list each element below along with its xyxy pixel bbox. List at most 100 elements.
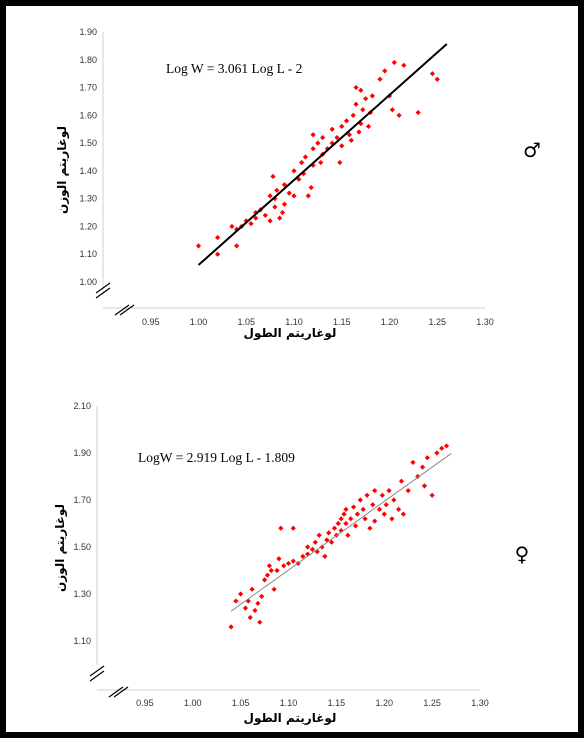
x-tick-label: 1.05 xyxy=(237,317,255,327)
data-point xyxy=(377,76,383,82)
y-axis-title: لوغاريتم الوزن xyxy=(53,504,68,592)
data-point xyxy=(346,132,352,138)
data-point xyxy=(363,96,369,102)
data-point xyxy=(369,93,375,99)
data-point xyxy=(259,593,265,599)
data-point xyxy=(396,506,402,512)
x-tick-label: 1.20 xyxy=(381,317,399,327)
data-point xyxy=(372,518,378,524)
x-tick-label: 1.00 xyxy=(190,317,208,327)
data-point xyxy=(365,123,372,130)
data-point xyxy=(312,539,318,545)
data-point xyxy=(195,243,202,249)
data-point xyxy=(434,76,440,82)
data-point xyxy=(324,146,331,152)
y-tick-label: 1.10 xyxy=(79,249,97,259)
data-point xyxy=(391,497,397,503)
data-point xyxy=(290,525,296,531)
data-points xyxy=(228,443,450,630)
data-point xyxy=(255,600,261,606)
data-point xyxy=(356,129,362,135)
data-point xyxy=(419,464,426,470)
y-tick-label: 1.30 xyxy=(79,194,97,204)
y-tick-label: 1.60 xyxy=(79,110,97,120)
data-point xyxy=(389,516,395,522)
data-point xyxy=(398,478,405,484)
data-point xyxy=(233,598,239,604)
x-tick-labels: 0.95 1.00 1.05 1.10 1.15 1.20 1.25 1.30 xyxy=(136,698,489,708)
data-point xyxy=(360,506,366,512)
x-axis-title: لوغاريتم الطول xyxy=(244,711,337,726)
data-point xyxy=(343,118,350,124)
data-point xyxy=(290,558,296,564)
data-point xyxy=(324,537,330,543)
data-point xyxy=(291,168,297,174)
x-tick-label: 1.25 xyxy=(428,317,446,327)
data-point xyxy=(309,546,316,552)
data-point xyxy=(276,556,282,562)
data-point xyxy=(215,234,221,241)
data-point xyxy=(272,196,278,202)
data-point xyxy=(335,520,341,527)
x-tick-label: 1.25 xyxy=(423,698,441,708)
data-point xyxy=(261,577,268,583)
data-point xyxy=(215,251,221,257)
data-point xyxy=(383,502,389,508)
data-point xyxy=(357,497,363,503)
data-point xyxy=(351,504,357,510)
data-point xyxy=(272,204,278,210)
data-point xyxy=(401,62,407,68)
male-symbol: ♂ xyxy=(523,138,541,162)
data-point xyxy=(266,563,272,569)
data-point xyxy=(353,84,359,91)
data-point xyxy=(389,107,395,113)
y-tick-label: 1.90 xyxy=(79,27,97,37)
y-tick-label: 1.50 xyxy=(79,138,97,148)
data-point xyxy=(410,459,416,465)
y-tick-label: 1.20 xyxy=(79,221,97,231)
data-point xyxy=(354,511,361,517)
data-point xyxy=(286,190,292,196)
data-point xyxy=(424,455,430,461)
y-tick-label: 1.70 xyxy=(73,495,91,505)
y-tick-label: 1.90 xyxy=(73,448,91,458)
data-point xyxy=(267,218,273,224)
trendline xyxy=(230,453,452,612)
x-tick-label: 1.30 xyxy=(476,317,494,327)
data-point xyxy=(381,511,387,517)
data-point xyxy=(299,159,305,166)
y-tick-label: 2.10 xyxy=(73,401,91,411)
y-tick-labels: 1.00 1.10 1.20 1.30 1.40 1.50 1.60 1.70 1.80 1.90 xyxy=(79,27,97,287)
y-tick-label: 1.50 xyxy=(73,542,91,552)
data-point xyxy=(350,112,356,118)
data-point xyxy=(262,212,268,218)
data-point xyxy=(386,488,392,494)
female-symbol: ♀ xyxy=(515,542,530,566)
chart-female: 1.10 1.30 1.50 1.70 1.90 2.10 0.95 1.00 1.05 1.1… xyxy=(53,401,529,726)
data-point xyxy=(443,443,450,449)
data-point xyxy=(248,221,254,227)
data-point xyxy=(372,488,378,494)
y-tick-labels: 1.10 1.30 1.50 1.70 1.90 2.10 xyxy=(73,401,91,646)
data-point xyxy=(318,159,324,166)
data-point xyxy=(322,553,328,559)
data-point xyxy=(296,176,302,182)
data-point xyxy=(334,134,340,141)
data-point xyxy=(343,506,349,512)
data-point xyxy=(242,605,249,611)
data-point xyxy=(257,619,263,625)
data-point xyxy=(316,532,322,538)
data-point xyxy=(328,539,335,545)
axis-break-marks xyxy=(95,282,135,316)
data-point xyxy=(338,516,344,522)
data-point xyxy=(234,243,240,249)
data-point xyxy=(314,549,320,555)
chart-male: 1.00 1.10 1.20 1.30 1.40 1.50 1.60 1.70 1.80 1.90… xyxy=(55,27,541,341)
x-tick-label: 1.05 xyxy=(232,698,250,708)
data-point xyxy=(364,492,370,498)
data-point xyxy=(302,154,309,160)
data-point xyxy=(358,87,364,93)
x-tick-label: 0.95 xyxy=(136,698,154,708)
data-point xyxy=(358,121,364,127)
